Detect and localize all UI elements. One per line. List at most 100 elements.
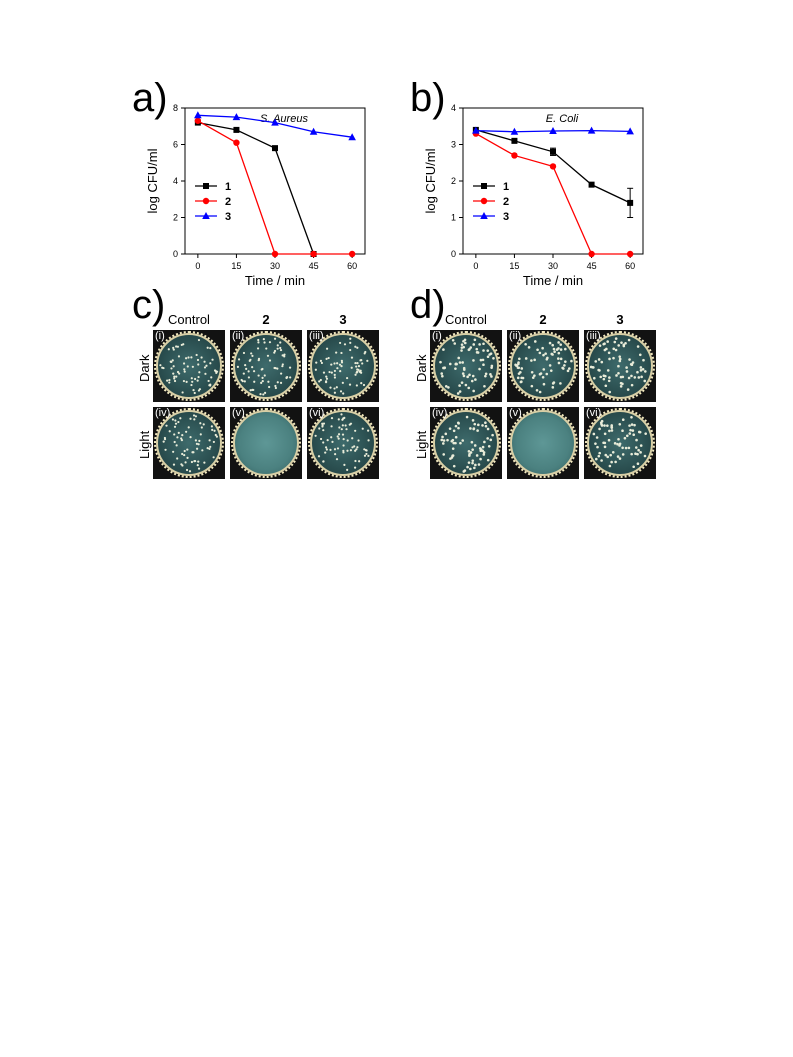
legend-label-3: 3	[225, 211, 231, 223]
data-point-2	[271, 250, 279, 258]
plate-dish	[233, 410, 299, 476]
agar-plate-photo: (v)	[230, 407, 302, 479]
plate-dish	[156, 333, 222, 399]
data-point-2	[348, 250, 356, 258]
plate-label: (v)	[232, 407, 245, 419]
colony-dots	[514, 340, 573, 394]
y-tick-label: 6	[173, 140, 178, 150]
chart-s-aureus: 0 15 30 45 60 0 2 4 6 8 S. Aureus Time / min log CFU…	[145, 103, 366, 288]
column-header: 3	[339, 312, 347, 327]
y-tick-label: 4	[451, 103, 456, 113]
data-point-3	[309, 127, 318, 135]
legend-label-2: 2	[503, 196, 509, 208]
y-tick-label: 3	[451, 140, 456, 150]
chart-title: S. Aureus	[260, 113, 308, 125]
plate-grid-d: Control 2 3 Dark Light (i) (ii) (iii) (iv) (v) (vi…	[412, 312, 662, 487]
data-point-1	[233, 126, 240, 133]
plate-rim	[308, 408, 378, 478]
agar-plate-photo: (vi)	[584, 407, 656, 479]
plate-rim	[431, 408, 501, 478]
agar-plate-photo: (ii)	[230, 330, 302, 402]
plate-dish	[510, 410, 576, 476]
plate-label: (iii)	[309, 330, 324, 342]
plate-rim	[231, 408, 301, 478]
x-axis-label: Time / min	[523, 273, 583, 288]
colony-dots	[589, 337, 647, 394]
agar-plate-photo: (iii)	[307, 330, 379, 402]
plate-rim	[508, 408, 578, 478]
plate-label: (vi)	[309, 407, 325, 419]
plate-rim	[585, 331, 655, 401]
legend-marker	[203, 183, 209, 189]
data-point-1	[511, 137, 518, 144]
row-header: Light	[414, 430, 429, 459]
x-tick-label: 0	[473, 261, 478, 271]
plate-dish	[310, 333, 376, 399]
legend-label-1: 1	[503, 181, 509, 193]
data-point-2	[310, 250, 317, 258]
colony-dots	[592, 416, 647, 469]
colony-dots	[236, 337, 292, 396]
x-tick-label: 15	[509, 261, 519, 271]
chart-e-coli: 0 15 30 45 60 0 1 2 3 4 E. Coli Time / min log CFU/m…	[423, 103, 644, 288]
data-point-1	[272, 145, 278, 152]
legend-label-2: 2	[225, 196, 231, 208]
colony-dots	[159, 338, 219, 395]
plate-rim	[431, 331, 501, 401]
panel-label-c: c)	[132, 283, 166, 327]
agar-plate-photo: (ii)	[507, 330, 579, 402]
data-point-1	[550, 148, 556, 155]
colony-dots	[439, 338, 495, 395]
data-point-1	[588, 181, 595, 188]
data-point-3	[348, 133, 356, 141]
data-point-3	[271, 118, 279, 126]
y-tick-label: 2	[451, 176, 456, 186]
y-tick-label: 0	[173, 249, 178, 259]
plot-frame	[184, 107, 366, 255]
y-tick-label: 0	[451, 249, 456, 259]
data-point-2	[233, 139, 240, 146]
plate-label: (iv)	[155, 407, 171, 419]
data-point-3	[232, 113, 241, 121]
plate-rim	[585, 408, 655, 478]
data-point-1	[627, 199, 634, 206]
series-line-1	[197, 121, 315, 255]
y-tick-label: 1	[451, 213, 456, 223]
plate-rim	[508, 331, 578, 401]
colony-dots	[314, 337, 369, 395]
y-axis-label: log CFU/ml	[423, 148, 438, 213]
agar-plate-photo: (iv)	[153, 407, 225, 479]
x-tick-label: 60	[347, 261, 357, 271]
y-tick-label: 4	[173, 176, 178, 186]
plate-dish	[587, 333, 653, 399]
x-tick-label: 30	[548, 261, 558, 271]
data-point-3	[626, 127, 634, 135]
x-tick-label: 15	[231, 261, 241, 271]
data-point-3	[510, 127, 519, 135]
panel-label-b: b)	[410, 76, 446, 120]
y-tick-label: 8	[173, 103, 178, 113]
plate-rim	[154, 331, 224, 401]
plate-label: (iii)	[586, 330, 601, 342]
colony-dots	[162, 414, 218, 473]
x-tick-label: 0	[195, 261, 200, 271]
legend-marker	[481, 183, 487, 189]
plate-dish	[310, 410, 376, 476]
x-tick-label: 45	[309, 261, 319, 271]
plate-label: (i)	[432, 330, 442, 342]
plate-label: (ii)	[509, 330, 522, 342]
agar-plate-photo: (vi)	[307, 407, 379, 479]
column-header: 2	[539, 312, 547, 327]
row-header: Dark	[137, 354, 152, 382]
data-point-2	[194, 117, 202, 124]
plate-grid-c: Control 2 3 Dark Light (i) (ii) (iii) (iv) (v) (vi…	[135, 312, 385, 487]
agar-plate-photo: (iii)	[584, 330, 656, 402]
legend-marker	[480, 197, 488, 205]
y-tick-label: 2	[173, 213, 178, 223]
plate-label: (iv)	[432, 407, 448, 419]
plate-label: (ii)	[232, 330, 245, 342]
plate-label: (i)	[155, 330, 165, 342]
legend-marker	[202, 197, 210, 205]
legend-marker	[202, 212, 210, 219]
x-tick-label: 30	[270, 261, 280, 271]
